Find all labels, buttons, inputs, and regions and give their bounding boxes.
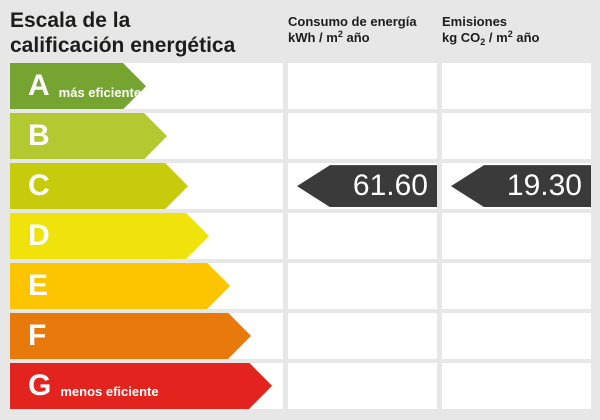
consumo-cell-C: 61.60 bbox=[288, 162, 437, 210]
consumo-cell-B bbox=[288, 112, 437, 160]
scale-cell-D: D bbox=[10, 212, 283, 260]
consumo-unit-prefix: kWh / m bbox=[288, 30, 338, 45]
emisiones-cell-D bbox=[442, 212, 591, 260]
emisiones-value-arrow: 19.30 bbox=[451, 165, 591, 208]
efficiency-label-G: menos eficiente bbox=[60, 384, 159, 400]
emisiones-cell-E bbox=[442, 262, 591, 310]
rating-letter-E: E bbox=[28, 268, 49, 302]
rating-letter-C: C bbox=[28, 169, 50, 203]
emisiones-cell-C: 19.30 bbox=[442, 162, 591, 210]
consumo-value-arrow: 61.60 bbox=[297, 165, 437, 208]
emisiones-cell-A bbox=[442, 63, 591, 110]
emisiones-cell-F bbox=[442, 312, 591, 360]
rating-letter-A: A bbox=[28, 69, 50, 103]
emisiones-header-title: Emisiones bbox=[442, 14, 508, 29]
scale-cell-F: F bbox=[10, 312, 283, 360]
emisiones-value-arrow-text: 19.30 bbox=[506, 169, 582, 203]
consumo-column-header: Consumo de energía kWh / m2 año bbox=[288, 14, 417, 47]
scale-cell-C: C bbox=[10, 162, 283, 210]
emisiones-column-header: Emisiones kg CO2 / m2 año bbox=[442, 14, 539, 47]
emisiones-unit-mid: / m bbox=[485, 30, 508, 45]
emisiones-unit-superscript: 2 bbox=[507, 29, 513, 39]
rating-letter-B: B bbox=[28, 119, 50, 153]
scale-cell-B: B bbox=[10, 112, 283, 160]
consumo-header-unit: kWh / m2 año bbox=[288, 29, 417, 47]
rating-letter-G: G bbox=[28, 368, 52, 402]
page-title: Escala de la calificación energética bbox=[10, 8, 235, 58]
consumo-cell-G bbox=[288, 362, 437, 409]
rating-arrow-D: D bbox=[10, 213, 209, 259]
efficiency-label-A: más eficiente bbox=[58, 84, 142, 100]
emisiones-cell-G bbox=[442, 362, 591, 409]
consumo-unit-suffix: año bbox=[342, 30, 370, 45]
rating-arrow-E: E bbox=[10, 263, 230, 309]
consumo-cell-A bbox=[288, 63, 437, 110]
rating-arrow-C: C bbox=[10, 163, 188, 209]
emisiones-unit-suffix: año bbox=[512, 30, 540, 45]
scale-cell-E: E bbox=[10, 262, 283, 310]
consumo-cell-F bbox=[288, 312, 437, 360]
emisiones-cell-B bbox=[442, 112, 591, 160]
rating-letter-D: D bbox=[28, 218, 50, 252]
page-title-line-1: Escala de la bbox=[10, 9, 131, 32]
consumo-cell-E bbox=[288, 262, 437, 310]
emisiones-header-unit: kg CO2 / m2 año bbox=[442, 29, 540, 47]
consumo-cell-D bbox=[288, 212, 437, 260]
page-title-line-2: calificación energética bbox=[10, 34, 236, 57]
consumo-header-title: Consumo de energía bbox=[288, 14, 417, 29]
emisiones-unit-subscript: 2 bbox=[480, 37, 486, 47]
emisiones-unit-prefix: kg CO bbox=[442, 30, 481, 45]
rating-arrow-B: B bbox=[10, 113, 167, 159]
rating-letter-F: F bbox=[28, 318, 47, 352]
rating-arrow-F: F bbox=[10, 313, 251, 359]
consumo-value-arrow-text: 61.60 bbox=[352, 169, 428, 203]
consumo-unit-superscript: 2 bbox=[337, 29, 343, 39]
